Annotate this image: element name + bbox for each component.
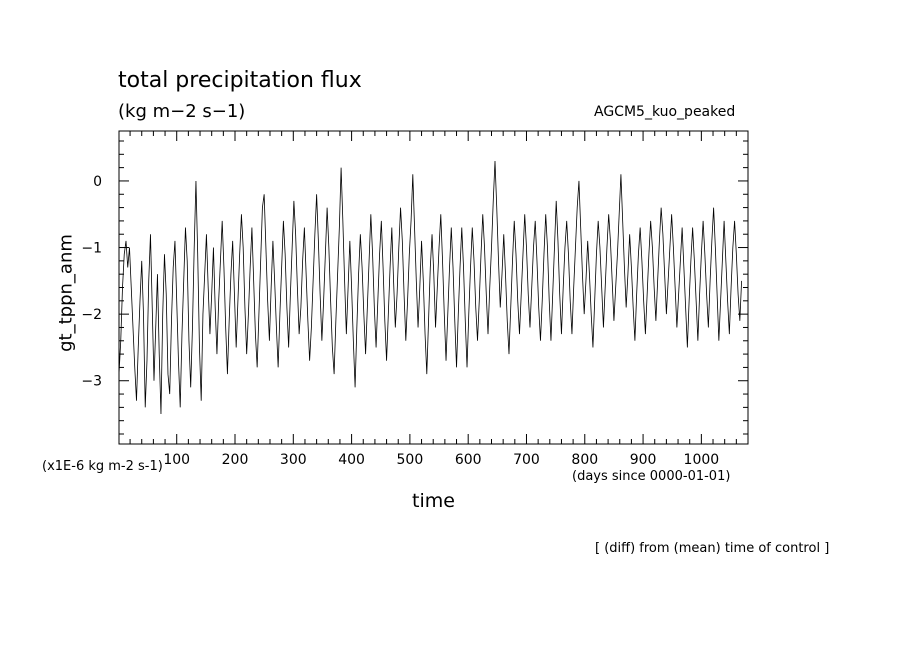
x-units-label: (days since 0000-01-01): [572, 469, 731, 484]
axis-ticks: [119, 131, 748, 444]
plot-frame: [118, 130, 749, 445]
run-label: AGCM5_kuo_peaked: [594, 104, 736, 120]
series-line-0: [118, 160, 742, 415]
x-tick-label: 1000: [684, 452, 720, 468]
chart-title: total precipitation flux: [118, 68, 362, 93]
x-tick-label: 900: [630, 452, 657, 468]
y-tick-label: −1: [81, 241, 102, 257]
x-tick-label: 800: [571, 452, 598, 468]
x-tick-label: 400: [338, 452, 365, 468]
x-tick-label: 200: [222, 452, 249, 468]
y-tick-label: −3: [81, 374, 102, 390]
x-tick-label: 100: [163, 452, 190, 468]
series-group: [118, 160, 742, 415]
x-tick-label: 500: [397, 452, 424, 468]
y-tick-label: 0: [93, 174, 102, 190]
y-scale-label: (x1E-6 kg m-2 s-1): [42, 459, 163, 474]
comparison-note: [ (diff) from (mean) time of control ]: [595, 541, 830, 556]
chart-units: (kg m−2 s−1): [118, 101, 246, 122]
tick-labels: 100 200 300 400 500 600 700 800 900 1000 −3 −2 −1 0: [81, 174, 719, 468]
x-axis-label: time: [412, 490, 455, 512]
x-tick-label: 300: [280, 452, 307, 468]
x-tick-label: 600: [455, 452, 482, 468]
x-tick-label: 700: [513, 452, 540, 468]
y-tick-label: −2: [81, 307, 102, 323]
